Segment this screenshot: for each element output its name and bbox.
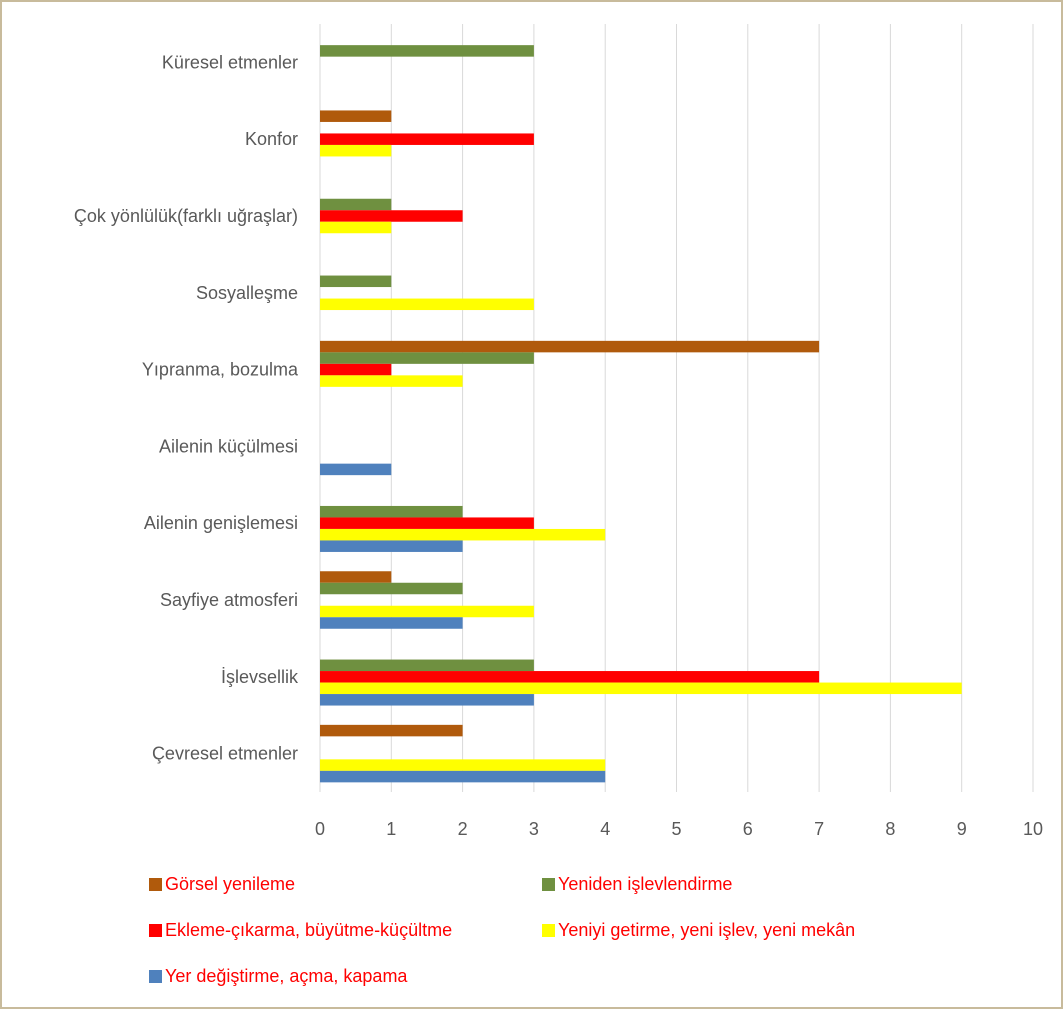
x-tick-label-10: 10 [1023, 819, 1043, 839]
legend-swatch-ekleme-cikarma-buyutme-kucultme [149, 924, 162, 937]
bar-cevresel-etmenler-yer-degistirme-acma-kapama [320, 770, 606, 783]
bar-ailenin-genislemesi-yeniyi-getirme-yeni-islev-yeni-mekan [320, 528, 606, 541]
legend-label-ekleme-cikarma-buyutme-kucultme: Ekleme-çıkarma, büyütme-küçültme [165, 920, 452, 940]
legend-item-yeniyi-getirme-yeni-islev-yeni-mekan: Yeniyi getirme, yeni işlev, yeni mekân [542, 920, 855, 940]
legend: Görsel yenileme Yeniden işlevlendirme Ekle… [149, 874, 855, 986]
bar-kuresel-etmenler-yeniden-islevlendirme [320, 45, 534, 57]
bar-yipranma-bozulma-yeniyi-getirme-yeni-islev-yeni-mekan [320, 375, 463, 387]
category-label-yipranma-bozulma: Yıpranma, bozulma [142, 360, 299, 380]
legend-swatch-gorsel-yenileme [149, 878, 162, 891]
bar-cevresel-etmenler-yeniyi-getirme-yeni-islev-yeni-mekan [320, 759, 606, 771]
bar-cok-yonluluk-farkli-ugraslar-yeniyi-getirme-yeni-islev-yeni-mekan [320, 221, 392, 234]
category-labels: Küresel etmenler Konfor Çok yönlülük(farkl… [74, 52, 299, 763]
bar-islevsellik-yeniyi-getirme-yeni-islev-yeni-mekan [320, 682, 962, 695]
bar-sosyallesme-yeniyi-getirme-yeni-islev-yeni-mekan [320, 298, 534, 311]
x-axis-tick-labels: 0 1 2 3 4 5 6 7 8 9 10 [315, 819, 1043, 839]
bar-konfor-gorsel-yenileme [320, 110, 392, 122]
bar-yipranma-bozulma-ekleme-cikarma-buyutme-kucultme [320, 363, 392, 376]
category-label-sayfiye-atmosferi: Sayfiye atmosferi [160, 590, 298, 610]
bar-islevsellik-yer-degistirme-acma-kapama [320, 694, 534, 706]
bar-ailenin-genislemesi-yer-degistirme-acma-kapama [320, 540, 463, 552]
legend-item-yeniden-islevlendirme: Yeniden işlevlendirme [542, 874, 732, 894]
bar-konfor-ekleme-cikarma-buyutme-kucultme [320, 133, 534, 145]
bar-islevsellik-ekleme-cikarma-buyutme-kucultme [320, 671, 820, 683]
bar-sayfiye-atmosferi-yeniden-islevlendirme [320, 582, 463, 595]
x-tick-label-1: 1 [386, 819, 396, 839]
bars [320, 45, 962, 783]
bar-ailenin-genislemesi-yeniden-islevlendirme [320, 505, 463, 518]
bar-sayfiye-atmosferi-gorsel-yenileme [320, 571, 392, 583]
x-tick-label-3: 3 [529, 819, 539, 839]
category-label-ailenin-genislemesi: Ailenin genişlemesi [144, 513, 298, 533]
category-label-cevresel-etmenler: Çevresel etmenler [152, 744, 298, 764]
legend-item-gorsel-yenileme: Görsel yenileme [149, 874, 295, 894]
legend-item-ekleme-cikarma-buyutme-kucultme: Ekleme-çıkarma, büyütme-küçültme [149, 920, 452, 940]
legend-item-yer-degistirme-acma-kapama: Yer değiştirme, açma, kapama [149, 966, 408, 986]
category-label-islevsellik: İşlevsellik [221, 667, 299, 687]
category-label-sosyallesme: Sosyalleşme [196, 283, 298, 303]
legend-label-yeniden-islevlendirme: Yeniden işlevlendirme [558, 874, 732, 894]
x-tick-label-2: 2 [458, 819, 468, 839]
bar-cok-yonluluk-farkli-ugraslar-yeniden-islevlendirme [320, 198, 392, 211]
bar-ailenin-kuculmesi-yer-degistirme-acma-kapama [320, 463, 392, 476]
legend-label-gorsel-yenileme: Görsel yenileme [165, 874, 295, 894]
x-tick-label-6: 6 [743, 819, 753, 839]
bar-ailenin-genislemesi-ekleme-cikarma-buyutme-kucultme [320, 517, 534, 529]
bar-sayfiye-atmosferi-yeniyi-getirme-yeni-islev-yeni-mekan [320, 605, 534, 618]
bar-islevsellik-yeniden-islevlendirme [320, 659, 534, 672]
category-label-konfor: Konfor [245, 129, 298, 149]
bar-sayfiye-atmosferi-yer-degistirme-acma-kapama [320, 617, 463, 629]
legend-swatch-yeniyi-getirme-yeni-islev-yeni-mekan [542, 924, 555, 937]
x-tick-label-8: 8 [885, 819, 895, 839]
x-tick-label-5: 5 [671, 819, 681, 839]
bar-yipranma-bozulma-gorsel-yenileme [320, 340, 820, 353]
legend-label-yer-degistirme-acma-kapama: Yer değiştirme, açma, kapama [165, 966, 408, 986]
category-label-cok-yonluluk-farkli-ugraslar: Çok yönlülük(farklı uğraşlar) [74, 206, 298, 226]
bar-cevresel-etmenler-gorsel-yenileme [320, 724, 463, 737]
x-tick-label-7: 7 [814, 819, 824, 839]
bar-cok-yonluluk-farkli-ugraslar-ekleme-cikarma-buyutme-kucultme [320, 210, 463, 222]
x-tick-label-9: 9 [957, 819, 967, 839]
bar-sosyallesme-yeniden-islevlendirme [320, 275, 392, 288]
legend-swatch-yeniden-islevlendirme [542, 878, 555, 891]
bar-yipranma-bozulma-yeniden-islevlendirme [320, 352, 534, 364]
legend-label-yeniyi-getirme-yeni-islev-yeni-mekan: Yeniyi getirme, yeni işlev, yeni mekân [558, 920, 855, 940]
x-tick-label-4: 4 [600, 819, 610, 839]
category-label-kuresel-etmenler: Küresel etmenler [162, 52, 298, 72]
category-label-ailenin-kuculmesi: Ailenin küçülmesi [159, 436, 298, 456]
x-tick-label-0: 0 [315, 819, 325, 839]
legend-swatch-yer-degistirme-acma-kapama [149, 970, 162, 983]
bar-konfor-yeniyi-getirme-yeni-islev-yeni-mekan [320, 144, 392, 157]
